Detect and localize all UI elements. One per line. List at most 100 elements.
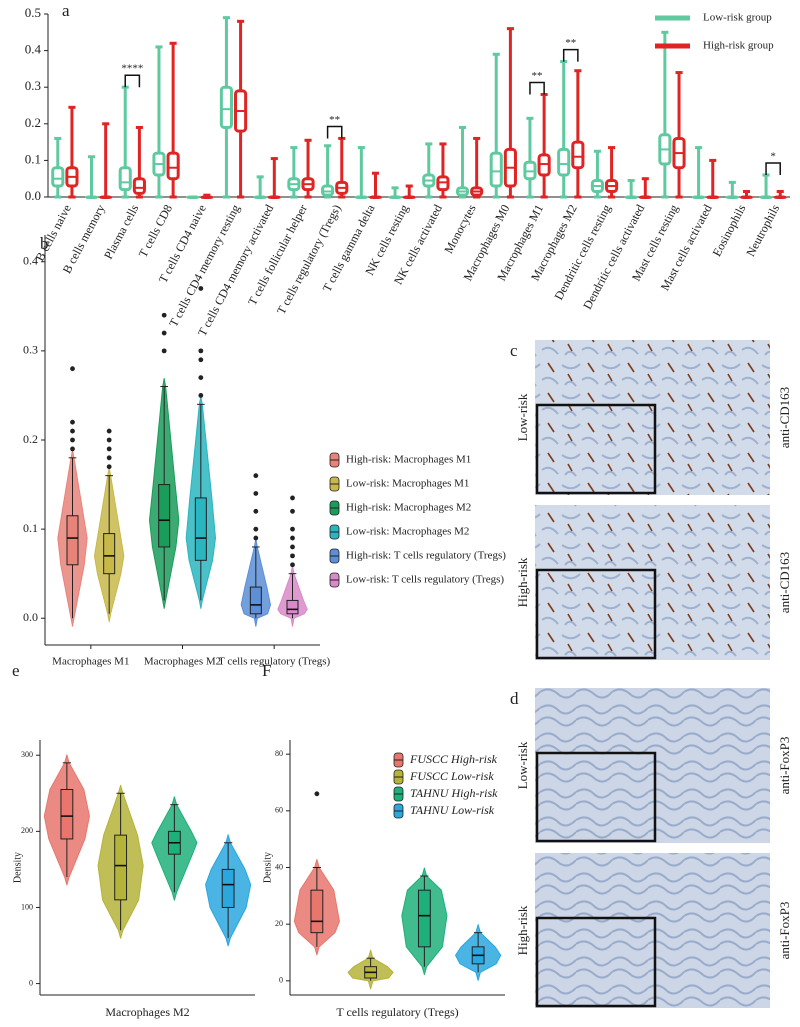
micrograph bbox=[535, 505, 770, 660]
group-label: Low-risk bbox=[515, 741, 530, 789]
x-tick-label: Macrophages M2 bbox=[144, 656, 221, 668]
panel-label: a bbox=[62, 1, 70, 20]
group-label: Low-risk bbox=[515, 393, 530, 441]
x-tick-label: Neutrophils bbox=[743, 202, 782, 259]
x-tick-label: Monocytes bbox=[441, 202, 479, 256]
outlier bbox=[253, 473, 259, 479]
y-tick-label: 0.3 bbox=[25, 78, 41, 93]
significance-bracket bbox=[529, 81, 545, 95]
significance-label: * bbox=[770, 151, 776, 163]
box bbox=[219, 85, 233, 129]
y-tick-label: 0.1 bbox=[25, 151, 41, 166]
inset-frame bbox=[535, 916, 657, 1008]
panel-label: F bbox=[262, 661, 271, 680]
x-tick-label: Macrophages M1 bbox=[52, 656, 129, 668]
outlier bbox=[106, 446, 112, 452]
significance-bracket bbox=[765, 162, 781, 176]
legend-label: FUSCC High-risk bbox=[409, 752, 498, 766]
y-tick-label: 60 bbox=[275, 806, 283, 815]
y-tick-label: 0.3 bbox=[23, 343, 38, 357]
stain-label: anti-FoxP3 bbox=[777, 902, 792, 960]
outlier bbox=[70, 366, 75, 372]
box bbox=[489, 151, 503, 188]
y-tick-label: 100 bbox=[21, 902, 33, 911]
x-axis-label: Macrophages M2 bbox=[105, 1005, 189, 1019]
outlier bbox=[106, 464, 112, 470]
y-axis-label: Density bbox=[262, 852, 273, 883]
significance-bracket bbox=[562, 48, 579, 62]
box bbox=[571, 140, 585, 170]
significance-label: ** bbox=[329, 114, 340, 126]
outlier bbox=[253, 535, 259, 541]
legend-label: Low-risk: Macrophages M2 bbox=[346, 526, 469, 538]
significance-label: ** bbox=[532, 70, 543, 82]
box bbox=[66, 515, 79, 566]
significance-label: **** bbox=[121, 63, 143, 75]
outlier bbox=[253, 526, 259, 532]
y-tick-label: 0.0 bbox=[23, 610, 38, 624]
outlier bbox=[253, 491, 259, 496]
box bbox=[221, 868, 235, 908]
box bbox=[286, 599, 299, 615]
stain-label: anti-CD163 bbox=[777, 387, 792, 448]
box bbox=[132, 177, 146, 195]
legend-label: FUSCC Low-risk bbox=[409, 769, 494, 783]
box bbox=[194, 497, 207, 561]
y-tick-label: 0 bbox=[279, 976, 283, 985]
y-tick-label: 0.2 bbox=[23, 432, 38, 446]
box bbox=[166, 151, 180, 181]
box bbox=[51, 166, 65, 188]
outlier bbox=[290, 535, 295, 541]
outlier bbox=[106, 437, 112, 443]
x-tick-label: T cells CD8 bbox=[136, 202, 175, 260]
outlier bbox=[161, 330, 167, 336]
outlier bbox=[106, 428, 112, 434]
legend-label: Low-risk group bbox=[703, 12, 772, 24]
y-tick-label: 0.2 bbox=[25, 115, 41, 130]
box bbox=[118, 166, 132, 192]
outlier bbox=[253, 508, 259, 514]
outlier bbox=[198, 348, 204, 354]
outlier bbox=[290, 508, 295, 514]
micrograph bbox=[535, 340, 770, 495]
inset-frame bbox=[535, 751, 657, 843]
micrograph bbox=[535, 688, 770, 843]
stain-label: anti-FoxP3 bbox=[777, 737, 792, 795]
outlier bbox=[198, 393, 204, 398]
box bbox=[158, 484, 171, 548]
legend-label: High-risk: T cells regulatory (Tregs) bbox=[346, 550, 506, 562]
outlier bbox=[290, 562, 295, 568]
panel-label: c bbox=[510, 341, 518, 360]
outlier bbox=[290, 495, 295, 501]
y-axis-label: Density bbox=[12, 852, 23, 883]
legend-label: High-risk group bbox=[703, 40, 774, 52]
outlier bbox=[290, 526, 295, 532]
y-tick-label: 40 bbox=[275, 862, 283, 871]
legend-label: High-risk: Macrophages M2 bbox=[346, 502, 471, 514]
x-tick-label: T cells regulatory (Tregs) bbox=[218, 656, 330, 668]
y-tick-label: 0.5 bbox=[25, 5, 41, 20]
inset-frame bbox=[535, 568, 657, 660]
outlier bbox=[161, 312, 167, 318]
x-axis-label: T cells regulatory (Tregs) bbox=[336, 1005, 458, 1019]
outlier bbox=[70, 437, 75, 443]
y-tick-label: 200 bbox=[21, 826, 33, 835]
legend-label: TAHNU Low-risk bbox=[410, 803, 495, 817]
box bbox=[417, 889, 431, 948]
outlier bbox=[106, 455, 112, 461]
outlier bbox=[198, 286, 204, 291]
panel-label: b bbox=[40, 234, 49, 253]
box bbox=[60, 788, 74, 840]
box bbox=[114, 834, 128, 901]
y-tick-label: 0.1 bbox=[23, 521, 38, 535]
legend-label: TAHNU High-risk bbox=[410, 786, 498, 800]
legend-label: Low-risk: Macrophages M1 bbox=[346, 478, 469, 490]
x-tick-label: T cells regulatory (Tregs) bbox=[274, 202, 344, 317]
x-tick-label: Eosinophils bbox=[710, 202, 749, 259]
group-label: High-risk bbox=[515, 905, 530, 955]
outlier bbox=[290, 553, 295, 559]
y-tick-label: 0 bbox=[29, 978, 33, 987]
y-tick-label: 80 bbox=[275, 749, 283, 758]
y-tick-label: 20 bbox=[275, 919, 283, 928]
